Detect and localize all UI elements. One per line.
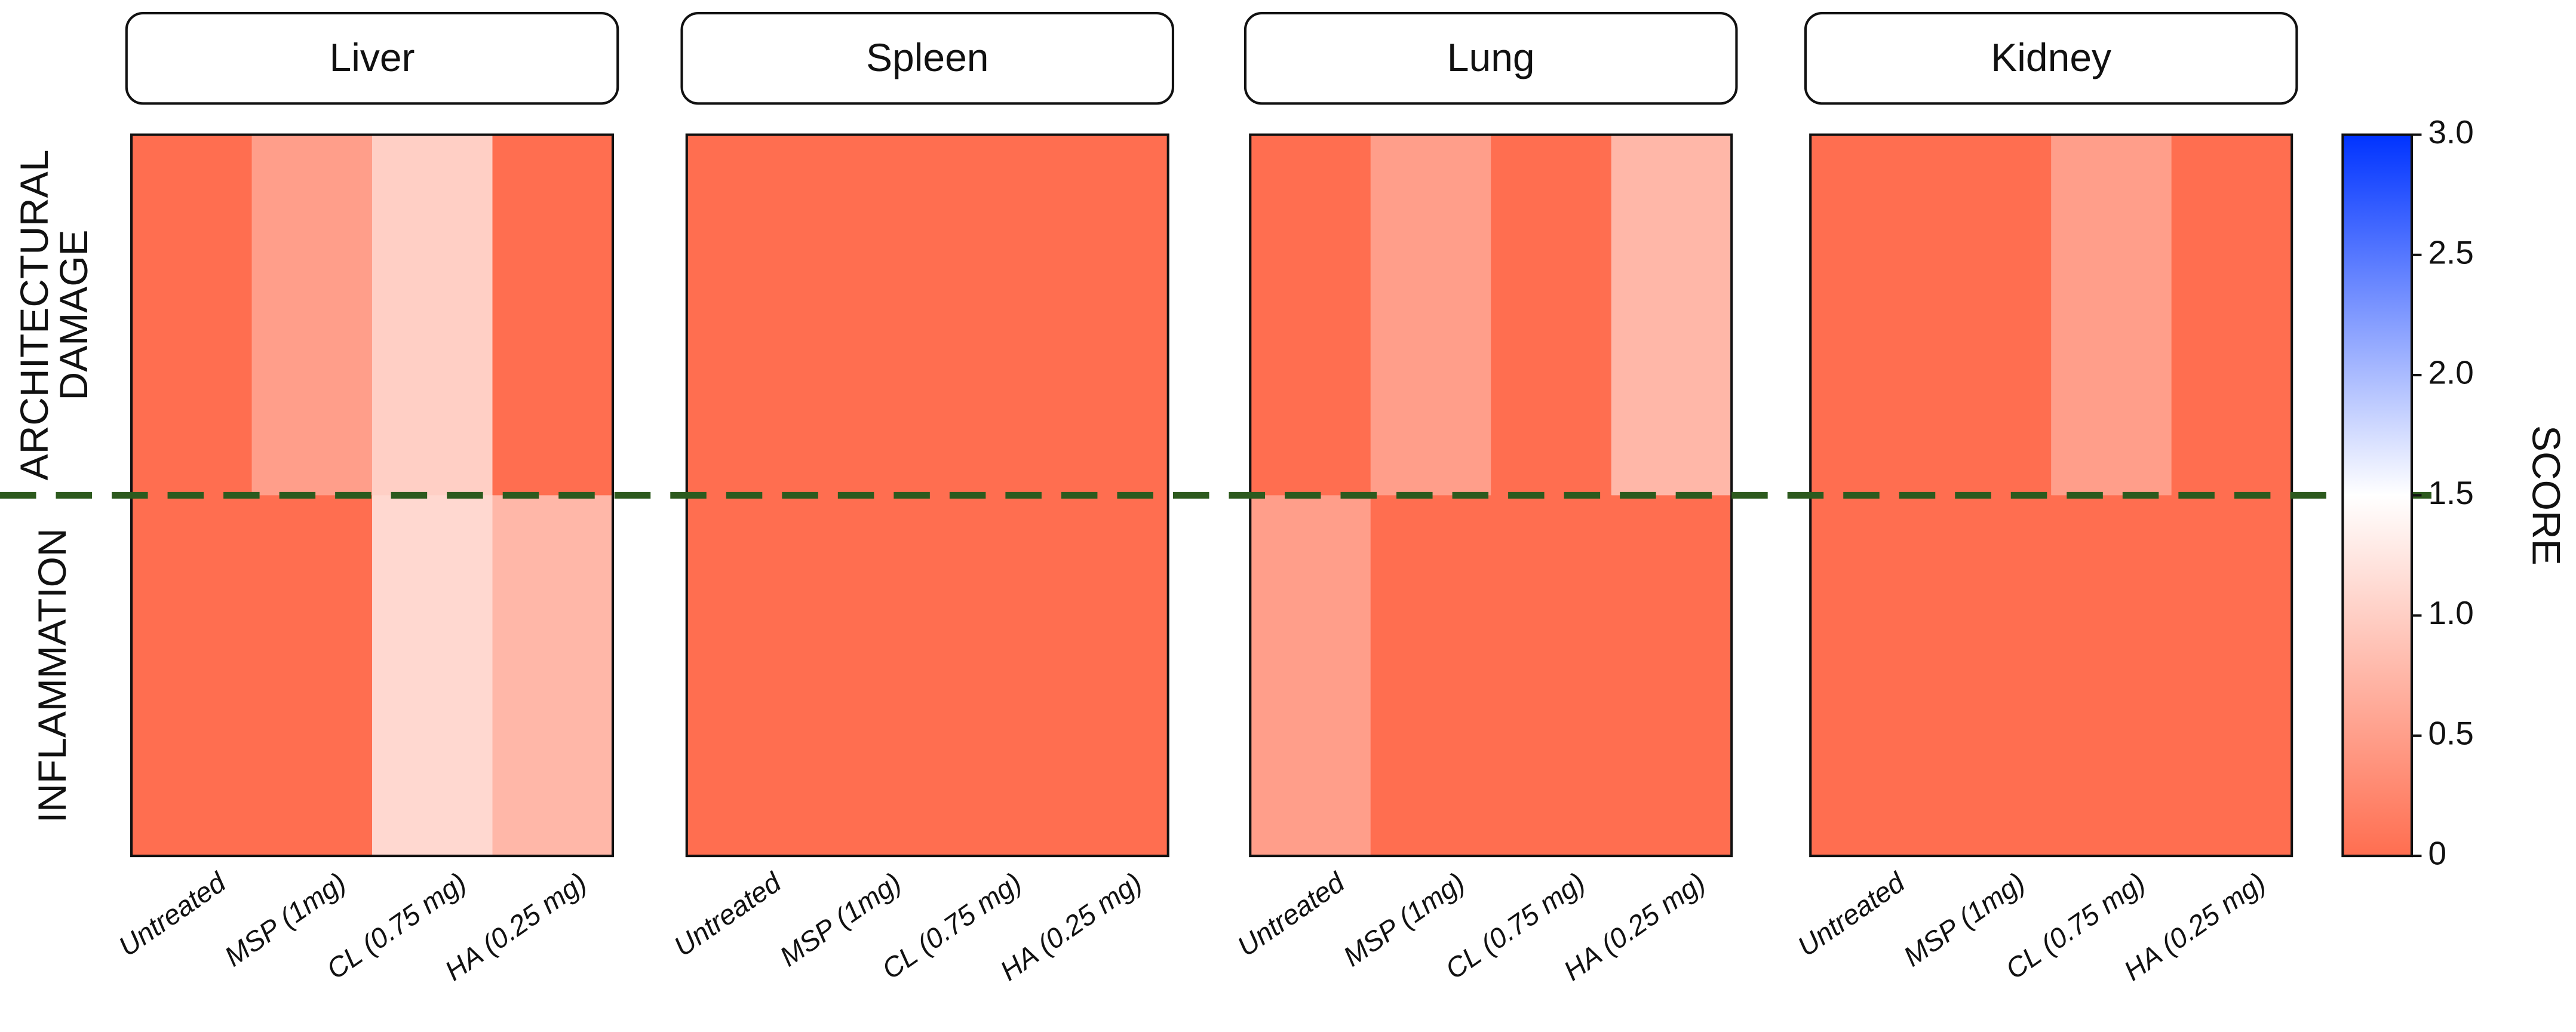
heatmap-cell bbox=[686, 495, 808, 856]
panel-title: Lung bbox=[1447, 35, 1535, 79]
x-tick-label: Untreated bbox=[113, 866, 232, 963]
heatmap-cell bbox=[1810, 495, 1932, 856]
heatmap-cell bbox=[807, 134, 928, 496]
heatmap-cell bbox=[1491, 134, 1612, 496]
panel-title: Liver bbox=[329, 35, 415, 79]
colorbar-tick-label: 2.5 bbox=[2428, 234, 2473, 271]
heatmap-cell bbox=[1930, 495, 2052, 856]
panel-title: Spleen bbox=[866, 35, 989, 79]
colorbar-tick-label: 0 bbox=[2428, 835, 2446, 872]
heatmap-cell bbox=[1250, 134, 1371, 496]
heatmap-cell bbox=[2171, 495, 2292, 856]
panel-header bbox=[1244, 11, 1738, 105]
heatmap-cell bbox=[131, 495, 253, 856]
heatmap-cell bbox=[2171, 134, 2292, 496]
heatmap-cell bbox=[1370, 134, 1492, 496]
colorbar-tick-label: 1.0 bbox=[2428, 594, 2473, 631]
panel-title: Kidney bbox=[1991, 35, 2111, 79]
heatmap-cell bbox=[1048, 134, 1169, 496]
heatmap-cell bbox=[2051, 495, 2172, 856]
heatmap-cell bbox=[1810, 134, 1932, 496]
heatmap-cell bbox=[1930, 134, 2052, 496]
heatmap-cell bbox=[251, 134, 373, 496]
heatmap-cell bbox=[686, 134, 808, 496]
row-label: ARCHITECTURALDAMAGE bbox=[12, 150, 96, 481]
heatmap-cell bbox=[492, 495, 613, 856]
row-label: INFLAMMATION bbox=[30, 528, 74, 823]
heatmap-cell bbox=[1611, 134, 1732, 496]
heatmap-cell bbox=[1491, 495, 1612, 856]
heatmap-cell bbox=[2051, 134, 2172, 496]
panel-header bbox=[1804, 11, 2298, 105]
heatmap-cell bbox=[1250, 495, 1371, 856]
colorbar-label: SCORE bbox=[2525, 425, 2569, 566]
colorbar-tick-label: 2.0 bbox=[2428, 354, 2473, 391]
panel-header bbox=[680, 11, 1175, 105]
heatmap-cell bbox=[927, 495, 1049, 856]
heatmap-cell bbox=[1370, 495, 1492, 856]
heatmap-cell bbox=[251, 495, 373, 856]
heatmap-cell bbox=[807, 495, 928, 856]
x-tick-label: Untreated bbox=[668, 866, 788, 963]
colorbar-tick-label: 0.5 bbox=[2428, 714, 2473, 751]
heatmap-cell bbox=[927, 134, 1049, 496]
colorbar bbox=[2341, 133, 2413, 858]
x-tick-label: Untreated bbox=[1232, 866, 1351, 963]
heatmap-cell bbox=[492, 134, 613, 496]
heatmap-cell bbox=[372, 495, 493, 856]
colorbar-tick-label: 3.0 bbox=[2428, 113, 2473, 150]
panel-header bbox=[125, 11, 619, 105]
x-tick-label: Untreated bbox=[1792, 866, 1911, 963]
heatmap-cell bbox=[1048, 495, 1169, 856]
heatmap-cell bbox=[1611, 495, 1732, 856]
heatmap-cell bbox=[131, 134, 253, 496]
colorbar-tick-label: 1.5 bbox=[2428, 474, 2473, 511]
heatmap-cell bbox=[372, 134, 493, 496]
